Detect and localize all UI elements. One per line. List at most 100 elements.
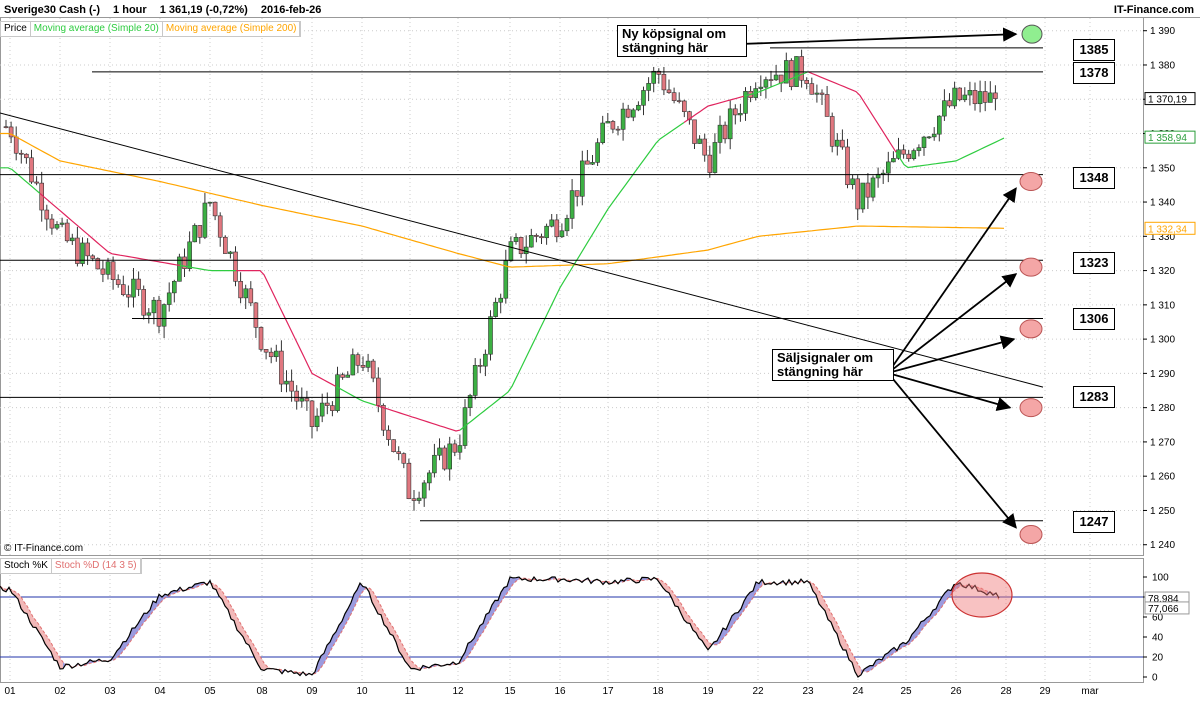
- stoch-fill: [381, 606, 384, 625]
- sell-signal-annotation: Säljsignaler om stängning här: [772, 349, 894, 381]
- candle-body: [508, 241, 514, 262]
- candle-body: [483, 353, 488, 367]
- candle-body: [141, 289, 146, 316]
- stoch-fill: [510, 577, 513, 589]
- candle-body: [80, 242, 85, 264]
- candle-body: [3, 126, 9, 128]
- candle-body: [263, 349, 269, 353]
- candle-body: [722, 124, 728, 140]
- stoch-fill: [831, 612, 834, 630]
- ma20-line: [895, 137, 1005, 169]
- ma20-line: [683, 95, 745, 123]
- stoch-fill: [36, 620, 39, 633]
- candle-body: [855, 178, 861, 210]
- y-tick-label: 1 300: [1150, 335, 1175, 346]
- level-label-1378: 1378: [1073, 62, 1115, 84]
- legend-stoch-k[interactable]: Stoch %K: [1, 559, 52, 573]
- stoch-y-tick-label: 20: [1152, 653, 1164, 664]
- x-tick-label: mar: [1081, 686, 1099, 697]
- candle-body: [95, 258, 101, 270]
- stoch-fill: [195, 583, 198, 588]
- candle-body: [498, 297, 504, 303]
- candle-body: [824, 94, 830, 117]
- candle-body: [819, 92, 825, 95]
- y-tick-label: 1 280: [1150, 403, 1175, 414]
- candle-body: [177, 256, 182, 282]
- stoch-fill: [822, 596, 825, 611]
- candle-body: [411, 498, 417, 501]
- stoch-fill: [384, 612, 387, 628]
- stoch-fill: [141, 613, 144, 627]
- stoch-fill: [843, 636, 846, 651]
- stoch-y-tick-label: 60: [1152, 613, 1164, 624]
- legend-ma20[interactable]: Moving average (Simple 20): [31, 22, 163, 36]
- stoch-fill: [888, 649, 891, 658]
- candle-body: [513, 237, 519, 242]
- candle-body: [911, 150, 917, 160]
- stoch-fill: [333, 631, 336, 647]
- legend-stoch-d[interactable]: Stoch %D (14 3 5): [52, 559, 141, 573]
- y-tick-label: 1 290: [1150, 369, 1175, 380]
- candle-body: [579, 160, 585, 197]
- stoch-fill: [732, 613, 735, 627]
- price-last-value: 1 370,19: [1148, 95, 1187, 106]
- ma20-line: [743, 71, 809, 97]
- candle-body: [569, 190, 575, 219]
- stoch-fill: [51, 642, 54, 661]
- candle-body: [676, 100, 682, 102]
- candle-body: [636, 104, 641, 111]
- candle-body: [447, 443, 453, 470]
- legend-ma200[interactable]: Moving average (Simple 200): [163, 22, 301, 36]
- stoch-y-tick-label: 0: [1152, 673, 1158, 684]
- stoch-fill: [486, 612, 489, 627]
- ma20-line: [375, 404, 461, 432]
- candle-body: [365, 360, 371, 368]
- candle-body: [161, 304, 167, 327]
- candle-body: [217, 215, 223, 238]
- legend-price[interactable]: Price: [1, 22, 31, 36]
- stoch-fill: [399, 638, 402, 656]
- candle-body: [687, 111, 692, 121]
- candle-body: [386, 429, 391, 440]
- stoch-fill: [756, 582, 759, 593]
- candle-body: [585, 160, 590, 165]
- x-tick-label: 04: [154, 686, 166, 697]
- stoch-d-last-value-box: [1144, 601, 1190, 615]
- stoch-fill: [261, 657, 264, 671]
- level-label-1283: 1283: [1073, 386, 1115, 408]
- candle-body: [115, 279, 121, 285]
- stoch-fill: [666, 583, 669, 593]
- x-tick-label: 15: [504, 686, 516, 697]
- candle-body: [600, 122, 606, 143]
- candle-body: [957, 87, 963, 101]
- candle-body: [926, 136, 932, 139]
- candle-body: [850, 178, 855, 186]
- stoch-fill: [318, 655, 321, 672]
- candle-body: [564, 218, 570, 232]
- candle-body: [324, 402, 330, 406]
- ma20-last-value-box: [1144, 130, 1196, 144]
- x-tick-label: 28: [1000, 686, 1012, 697]
- candle-body: [666, 89, 672, 93]
- buy-signal-circle: [1021, 24, 1043, 44]
- candle-body: [681, 100, 687, 112]
- x-tick-label: 19: [702, 686, 714, 697]
- level-label-1348: 1348: [1073, 167, 1115, 189]
- candle-body: [416, 497, 422, 501]
- ma20-line: [335, 385, 377, 406]
- candle-body: [421, 482, 427, 499]
- stoch-fill: [255, 647, 258, 665]
- candle-body: [707, 154, 713, 173]
- x-tick-label: 16: [554, 686, 566, 697]
- candle-body: [452, 443, 458, 453]
- candle-body: [865, 182, 871, 198]
- sell-arrow: [887, 335, 1016, 374]
- candle-body: [931, 133, 937, 138]
- candle-body: [192, 225, 197, 243]
- stoch-fill: [918, 621, 921, 636]
- x-tick-label: 26: [950, 686, 962, 697]
- stoch-fill: [642, 577, 645, 581]
- stoch-fill: [246, 632, 249, 646]
- stoch-fill: [474, 631, 477, 647]
- candle-body: [151, 299, 157, 314]
